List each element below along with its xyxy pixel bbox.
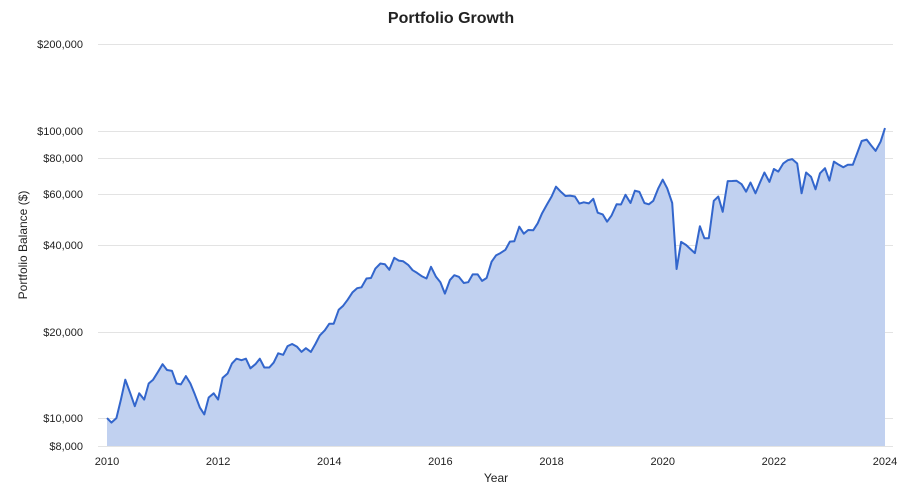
x-tick-label: 2020 (650, 456, 674, 468)
x-tick-label: 2018 (539, 456, 563, 468)
series-layer (106, 127, 886, 446)
y-tick-label: $100,000 (37, 126, 83, 138)
y-axis: $8,000 $10,000 $20,000 $40,000 $60,000 $80,00… (37, 39, 83, 453)
y-tick-label: $200,000 (37, 39, 83, 51)
chart-title: Portfolio Growth (388, 10, 514, 27)
series-line (106, 127, 886, 424)
y-tick-label: $80,000 (43, 153, 83, 165)
y-tick-label: $60,000 (43, 189, 83, 201)
x-tick-label: 2010 (95, 456, 119, 468)
y-tick-label: $40,000 (43, 240, 83, 252)
x-tick-label: 2012 (206, 456, 230, 468)
y-axis-label: Portfolio Balance ($) (16, 191, 30, 300)
y-tick-label: $10,000 (43, 413, 83, 425)
y-tick-label: $8,000 (49, 441, 83, 453)
x-tick-label: 2024 (873, 456, 897, 468)
x-axis-label: Year (484, 471, 508, 485)
x-tick-label: 2014 (317, 456, 341, 468)
series-area (107, 128, 885, 446)
y-tick-label: $20,000 (43, 327, 83, 339)
x-tick-label: 2016 (428, 456, 452, 468)
x-axis: 2010 2012 2014 2016 2018 2020 2022 2024 (95, 456, 897, 468)
x-tick-label: 2022 (762, 456, 786, 468)
